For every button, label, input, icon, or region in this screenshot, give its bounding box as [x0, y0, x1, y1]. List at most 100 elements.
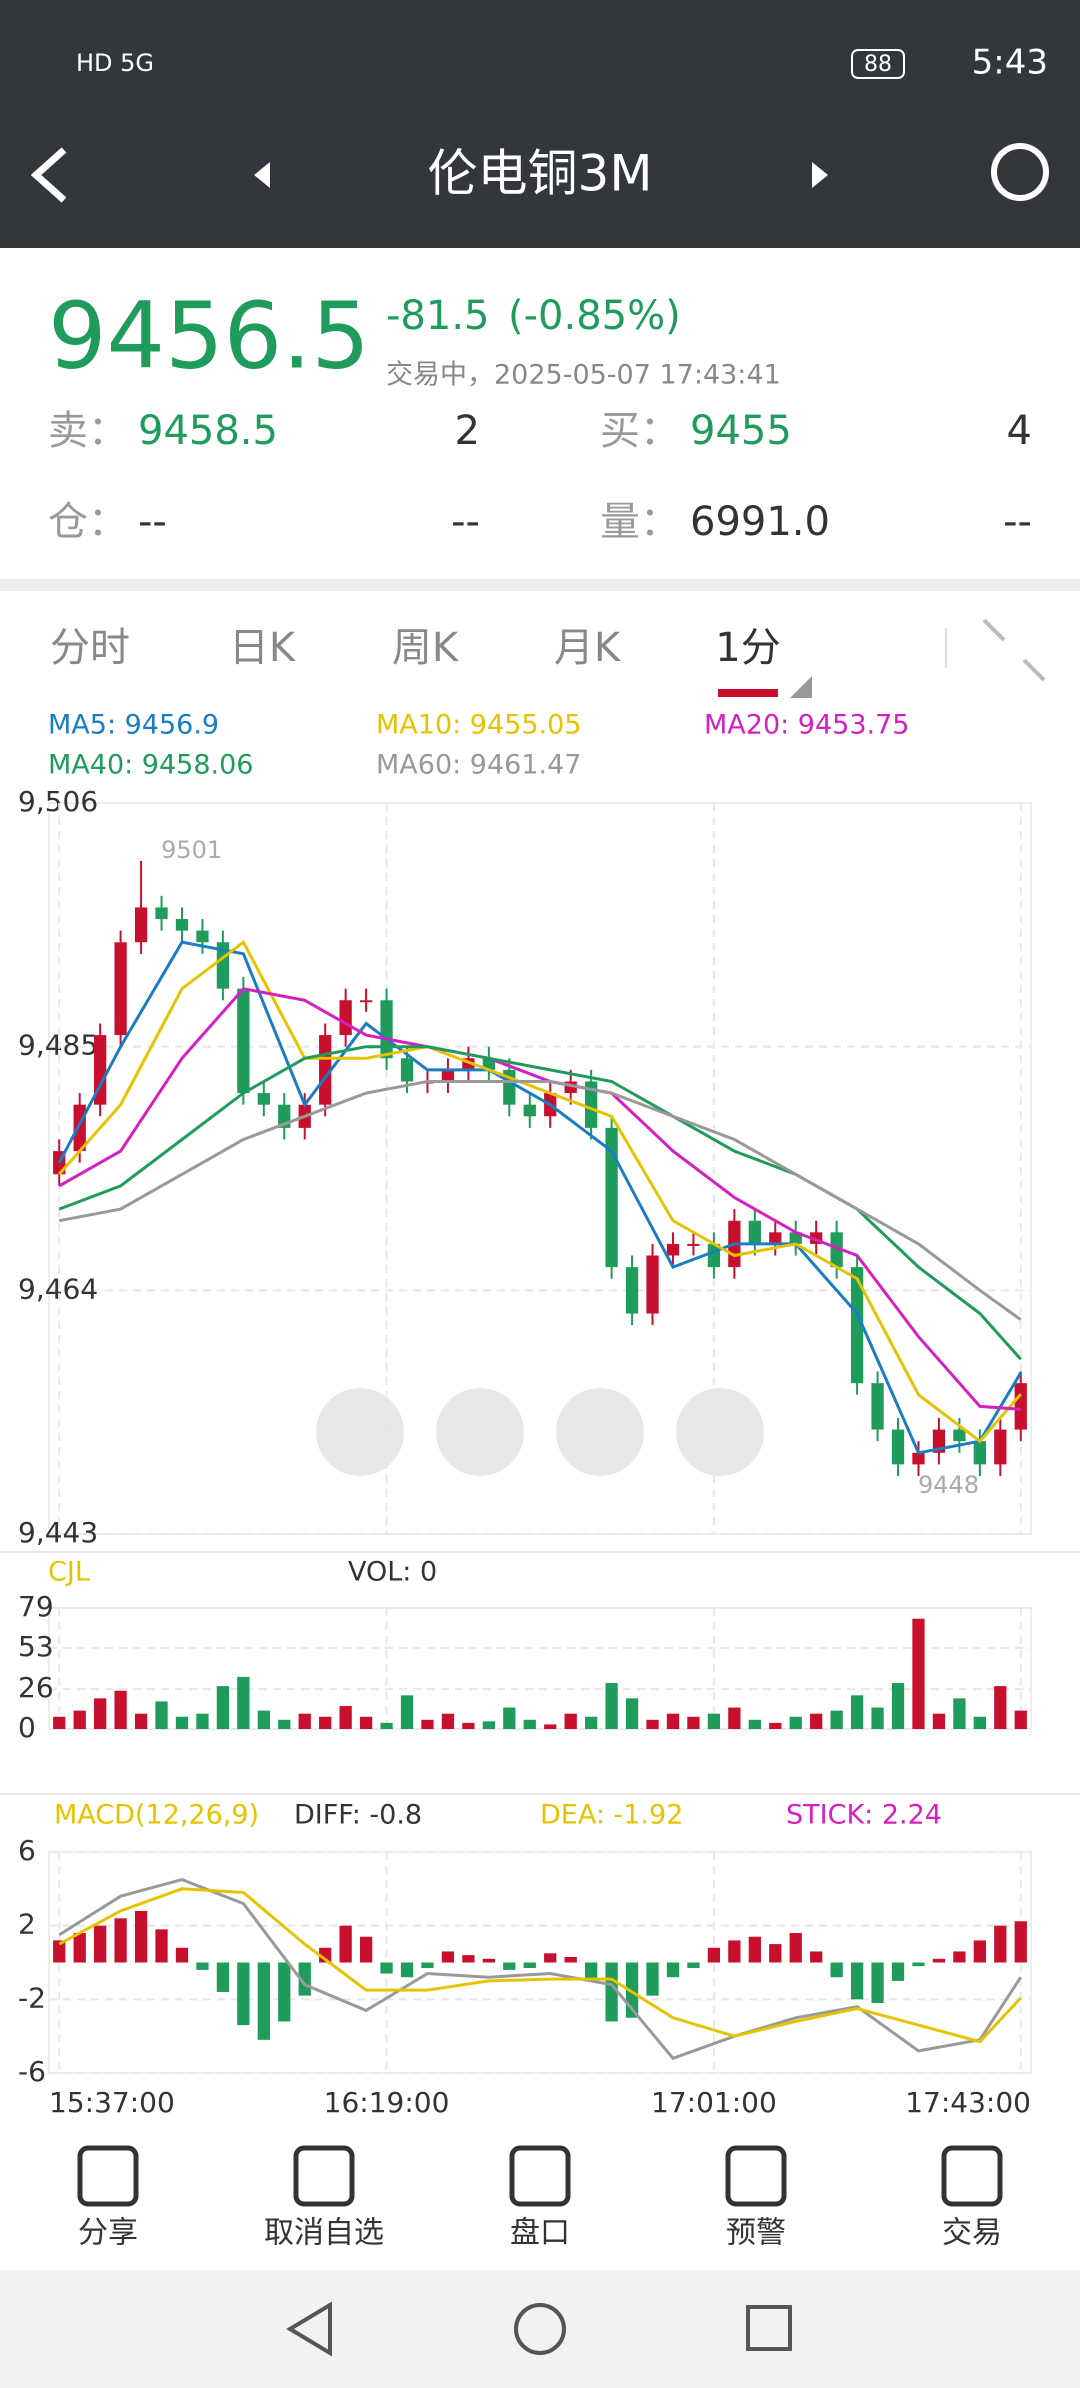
nav-label[interactable]: 取消自选: [264, 2216, 384, 2251]
volume-bar: [544, 1724, 557, 1729]
volume-bar: [441, 1713, 455, 1729]
macd-bar: [503, 1962, 516, 1970]
extreme-label: 9448: [918, 1471, 979, 1499]
prev-button[interactable]: [254, 162, 270, 188]
sys-back[interactable]: [286, 2301, 332, 2357]
y-tick-label: 6: [18, 1834, 36, 1867]
tab[interactable]: 周K: [392, 625, 460, 671]
y-tick-label: -6: [18, 2055, 46, 2088]
volume-bar: [625, 1698, 639, 1729]
oi: --: [138, 499, 167, 545]
volume-bar: [994, 1686, 1007, 1729]
back-button[interactable]: [30, 147, 67, 203]
nav-label[interactable]: 盘口: [510, 2216, 570, 2251]
tab[interactable]: 日K: [229, 625, 297, 671]
volume-bar: [564, 1713, 577, 1729]
y-tick-label: 0: [18, 1711, 36, 1744]
tab[interactable]: 1分: [715, 625, 780, 671]
volume-bar: [830, 1710, 843, 1729]
candle-body: [134, 907, 148, 943]
volume-change: --: [1003, 499, 1032, 545]
candle-body: [339, 1000, 352, 1036]
right-button[interactable]: [436, 1388, 524, 1476]
candle-body: [625, 1267, 639, 1314]
volume-bar: [94, 1698, 107, 1729]
volume-bar: [605, 1683, 618, 1729]
nav-icon[interactable]: [509, 2145, 571, 2207]
chart-title: MACD(12,26,9): [54, 1800, 259, 1831]
candle-body: [585, 1081, 598, 1128]
line: [57, 940, 1023, 1455]
next-button[interactable]: [812, 162, 828, 188]
x-tick-label: 15:37:00: [49, 2086, 175, 2119]
volume-bar: [891, 1683, 905, 1729]
chart-subtitle: VOL: 0: [348, 1557, 437, 1588]
macd-bar: [994, 1925, 1007, 1963]
macd-bar: [707, 1947, 721, 1963]
macd-bar: [953, 1951, 966, 1963]
volume-bar: [257, 1710, 270, 1729]
candle-body: [462, 1058, 475, 1070]
line: [58, 1887, 1022, 2044]
candle-body: [155, 907, 168, 920]
macd-bar: [134, 1910, 148, 1963]
candle-body: [687, 1243, 700, 1246]
macd-bar: [73, 1933, 86, 1963]
sell-label: 卖：: [48, 408, 128, 454]
battery-frame: [851, 49, 905, 79]
macd-bar: [462, 1955, 475, 1963]
battery: 88: [864, 52, 892, 77]
volume-bar: [155, 1701, 168, 1729]
volume-bar: [932, 1713, 946, 1729]
macd-bar: [605, 1962, 618, 2022]
sell-price: 9458.5: [138, 408, 278, 454]
line: [58, 987, 1021, 1411]
macd-bar: [380, 1962, 393, 1974]
y-tick-label: -2: [18, 1981, 46, 2014]
sys-home[interactable]: [514, 2303, 566, 2355]
service-button[interactable]: [991, 143, 1049, 201]
candle-body: [175, 919, 189, 931]
legend-entry: MA20: 9453.75: [704, 710, 909, 741]
tab-menu[interactable]: [790, 676, 812, 698]
macd-bar: [830, 1962, 843, 1978]
volume-bar: [523, 1719, 536, 1729]
macd-bar: [871, 1962, 884, 2004]
left-button[interactable]: [316, 1388, 404, 1476]
candle-body: [605, 1127, 618, 1268]
macd-bar: [748, 1936, 761, 1963]
volume-bar: [359, 1716, 373, 1729]
fullscreen-button[interactable]: [982, 618, 1046, 682]
nav-label[interactable]: 分享: [78, 2216, 138, 2251]
sys-recent[interactable]: [746, 2305, 792, 2351]
toolbar: [0, 2132, 1080, 2270]
tab[interactable]: 分时: [50, 625, 130, 671]
trade-status: 交易中，2025-05-07 17:43:41: [386, 360, 781, 391]
legend-entry: DEA: -1.92: [540, 1800, 683, 1831]
volume-bar: [912, 1618, 925, 1729]
volume-bar: [175, 1716, 189, 1729]
macd-bar: [810, 1951, 823, 1963]
volume-bar: [73, 1710, 86, 1729]
nav-icon[interactable]: [77, 2145, 139, 2207]
nav-icon[interactable]: [725, 2145, 787, 2207]
volume-bar: [503, 1707, 516, 1729]
nav-label[interactable]: 交易: [942, 2216, 1002, 2251]
candle-body: [380, 1000, 393, 1059]
zoom-out-button[interactable]: [676, 1388, 764, 1476]
nav-icon[interactable]: [941, 2145, 1003, 2207]
nav-label[interactable]: 预警: [726, 2216, 786, 2251]
macd-bar: [1014, 1921, 1027, 1963]
zoom-in-button[interactable]: [556, 1388, 644, 1476]
tab[interactable]: 月K: [554, 625, 622, 671]
candle-body: [441, 1069, 455, 1082]
macd-bar: [216, 1962, 230, 1992]
candle-body: [482, 1058, 495, 1070]
macd-bar: [585, 1962, 598, 1981]
x-tick-label: 17:01:00: [651, 2086, 777, 2119]
macd-bar: [441, 1951, 455, 1963]
macd-bar: [666, 1962, 680, 1978]
nav-icon[interactable]: [293, 2145, 355, 2207]
candle-body: [994, 1429, 1007, 1465]
